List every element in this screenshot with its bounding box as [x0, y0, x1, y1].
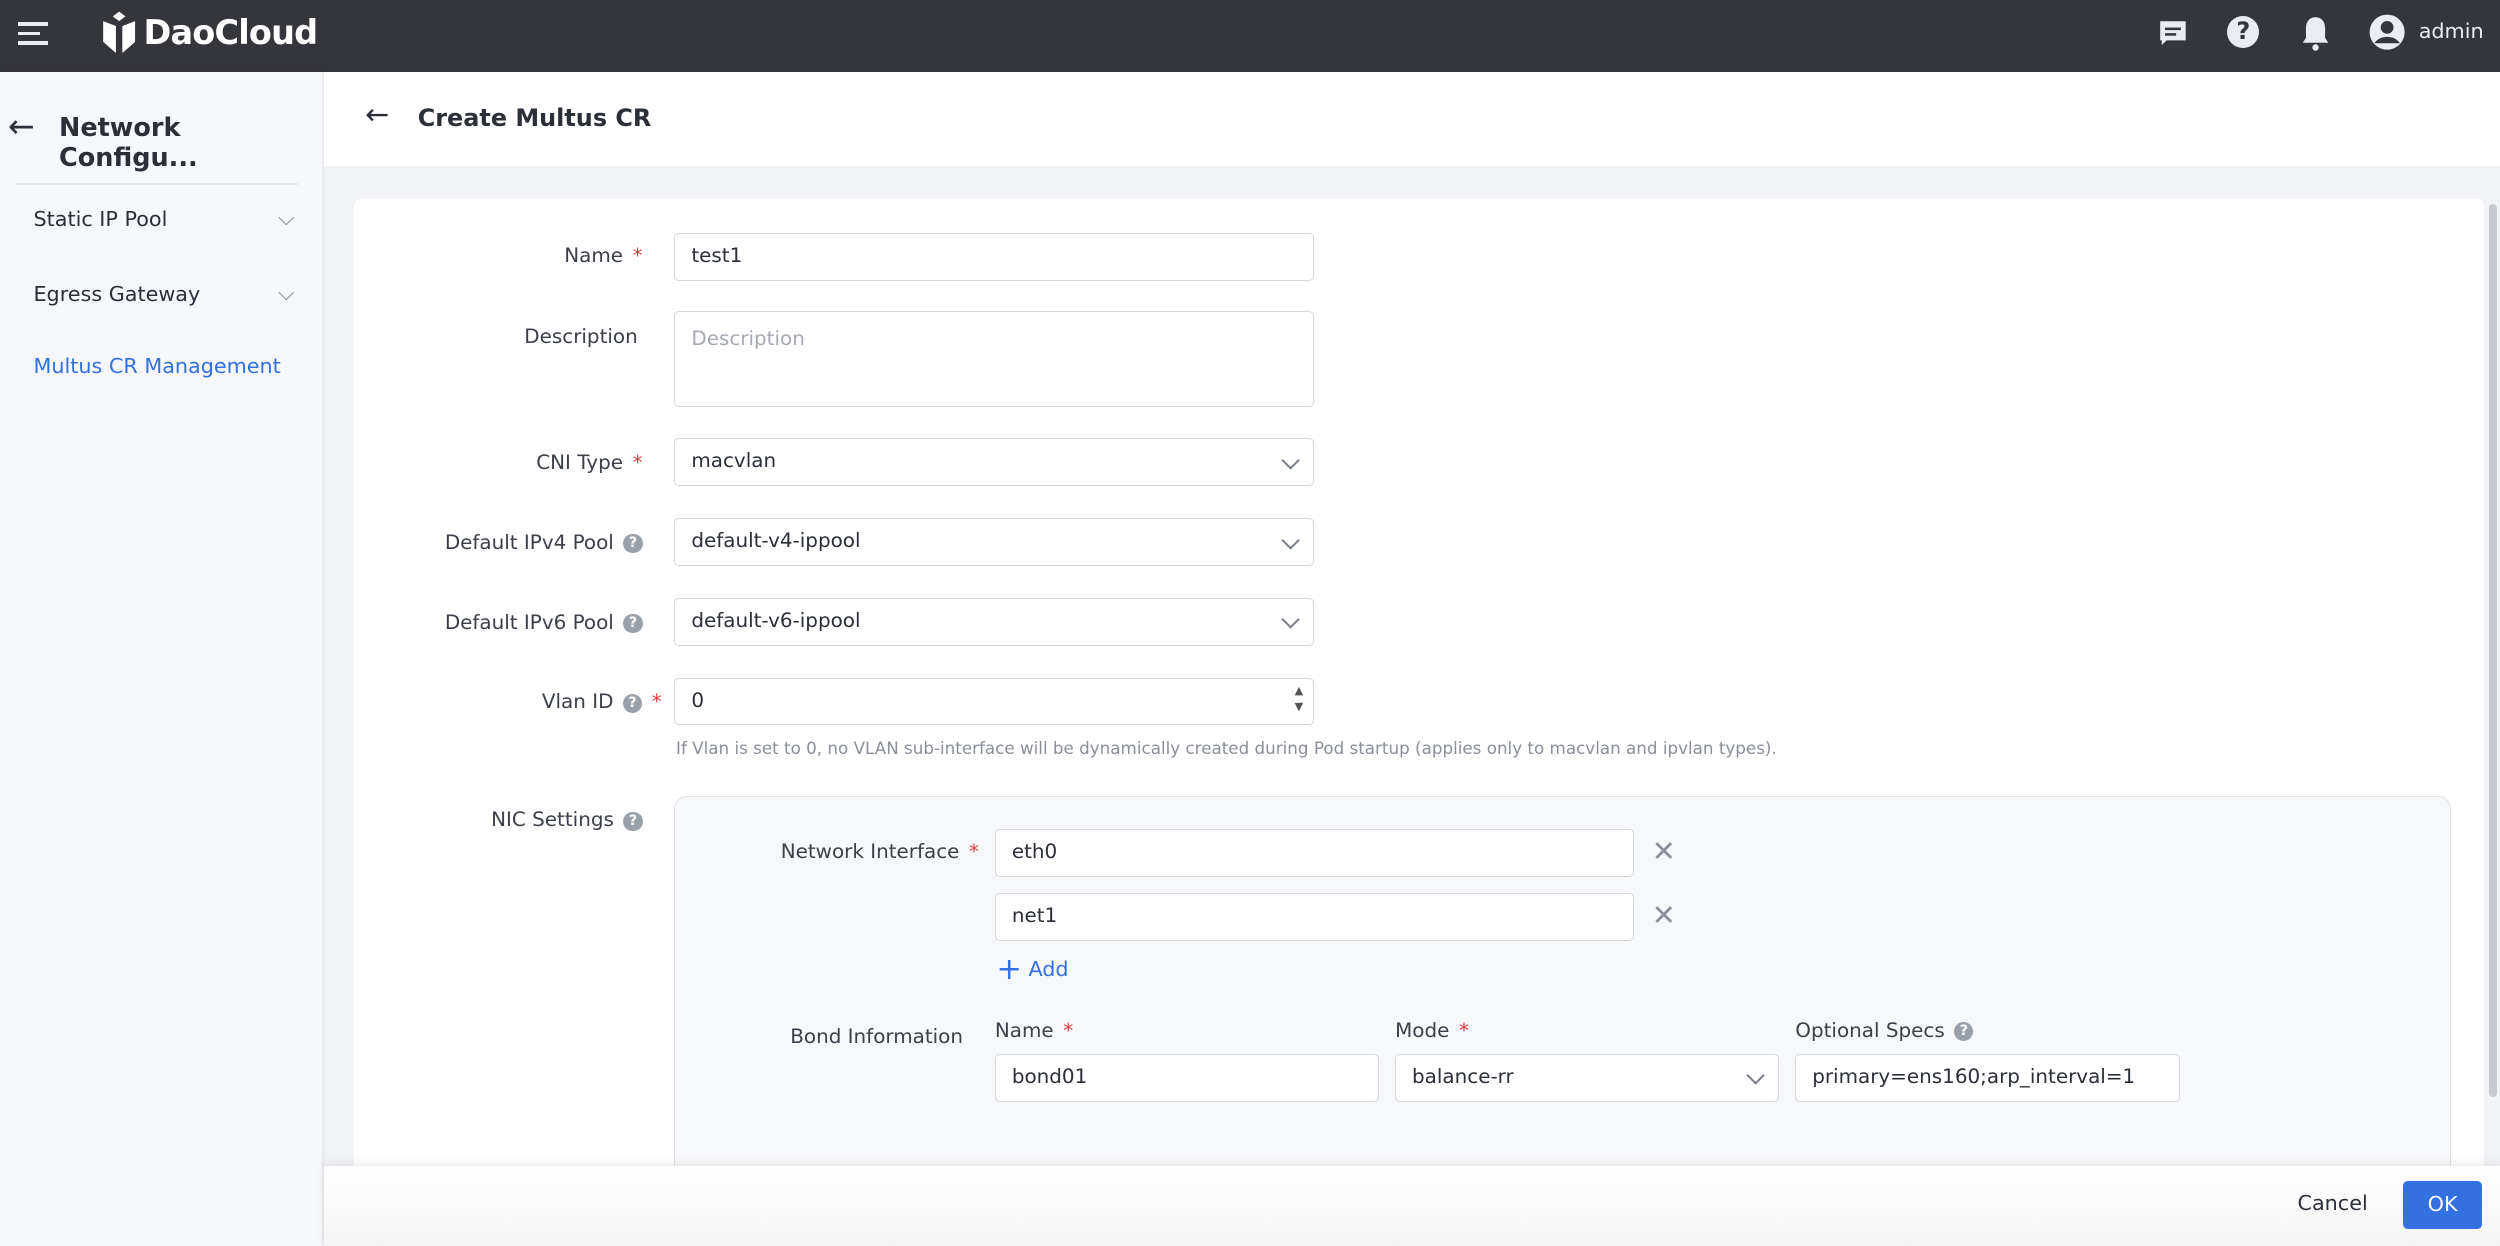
page-title: Create Multus CR: [417, 103, 652, 132]
bond-mode-label: Mode *: [1395, 1018, 1469, 1042]
ipv4-pool-select[interactable]: default-v4-ippool: [674, 518, 1314, 566]
chevron-down-icon: [1746, 1066, 1766, 1086]
daocloud-logo-icon: [103, 11, 136, 53]
optional-specs-input[interactable]: primary=ens160;arp_interval=1: [1795, 1053, 2180, 1102]
help-icon[interactable]: ?: [623, 811, 643, 831]
network-interface-input[interactable]: net1: [994, 892, 1635, 941]
user-avatar-icon[interactable]: [2368, 13, 2406, 51]
bond-name-label: Name *: [994, 1018, 1074, 1042]
sidebar-item-label: Egress Gateway: [33, 282, 201, 307]
remove-icon[interactable]: ✕: [1651, 833, 1676, 868]
help-icon[interactable]: ?: [1954, 1022, 1974, 1042]
chevron-down-icon: [1280, 610, 1300, 630]
scrollbar[interactable]: [2488, 204, 2497, 1097]
ok-button[interactable]: OK: [2402, 1181, 2483, 1230]
help-icon[interactable]: ?: [623, 534, 643, 554]
name-label: Name *: [564, 243, 643, 267]
help-icon[interactable]: ?: [623, 693, 643, 713]
help-icon[interactable]: ?: [623, 614, 643, 634]
help-icon[interactable]: ?: [2227, 15, 2260, 48]
footer-bar: Cancel OK: [323, 1165, 2500, 1246]
cancel-button[interactable]: Cancel: [2297, 1191, 2368, 1215]
bond-information-label: Bond Information: [790, 1025, 963, 1049]
page-header: ← Create Multus CR: [323, 71, 2500, 166]
bond-name-input[interactable]: bond01: [994, 1053, 1380, 1102]
back-arrow-icon[interactable]: ←: [365, 97, 390, 132]
back-arrow-icon[interactable]: ←: [7, 106, 35, 145]
chevron-down-icon: [278, 284, 294, 300]
chevron-down-icon: [278, 209, 294, 225]
description-label: Description: [524, 325, 638, 349]
sidebar: ← Network Configu... Static IP Pool Egre…: [0, 71, 323, 1246]
sidebar-title: Network Configu...: [58, 113, 198, 174]
ipv6-pool-select[interactable]: default-v6-ippool: [674, 597, 1314, 646]
description-textarea[interactable]: Description: [674, 310, 1314, 407]
cni-type-select[interactable]: macvlan: [674, 438, 1314, 487]
vlan-id-label: Vlan ID? *: [541, 690, 662, 714]
cni-type-label: CNI Type *: [536, 451, 643, 475]
sidebar-item-multus-cr-management[interactable]: Multus CR Management: [33, 353, 281, 378]
message-icon[interactable]: [2157, 18, 2189, 50]
remove-icon[interactable]: ✕: [1651, 897, 1676, 932]
divider: [15, 183, 299, 185]
stepper-icon[interactable]: ▲ ▼: [1294, 684, 1304, 714]
ipv6-pool-label: Default IPv6 Pool?: [324, 611, 643, 634]
chevron-down-icon: [1280, 451, 1300, 470]
optional-specs-label: Optional Specs?: [1795, 1019, 1974, 1042]
sidebar-item-label: Static IP Pool: [33, 207, 168, 232]
vlan-id-input[interactable]: 0 ▲ ▼: [674, 677, 1314, 726]
ipv4-pool-label: Default IPv4 Pool?: [324, 531, 643, 554]
name-input[interactable]: test1: [674, 232, 1314, 281]
add-interface-button[interactable]: + Add: [996, 951, 1069, 987]
nic-settings-label: NIC Settings?: [324, 808, 643, 831]
menu-icon[interactable]: [17, 22, 48, 45]
network-interface-label: Network Interface *: [780, 840, 979, 864]
brand-name[interactable]: DaoCloud: [143, 12, 318, 52]
top-bar: DaoCloud ? admin: [0, 0, 2500, 72]
vlan-hint: If Vlan is set to 0, no VLAN sub-interfa…: [676, 738, 1777, 759]
bond-mode-select[interactable]: balance-rr: [1395, 1053, 1780, 1102]
bell-icon[interactable]: [2298, 14, 2333, 52]
plus-icon: +: [996, 951, 1022, 987]
network-interface-input[interactable]: eth0: [994, 829, 1635, 877]
username[interactable]: admin: [2418, 19, 2484, 44]
chevron-down-icon: [1280, 530, 1300, 550]
